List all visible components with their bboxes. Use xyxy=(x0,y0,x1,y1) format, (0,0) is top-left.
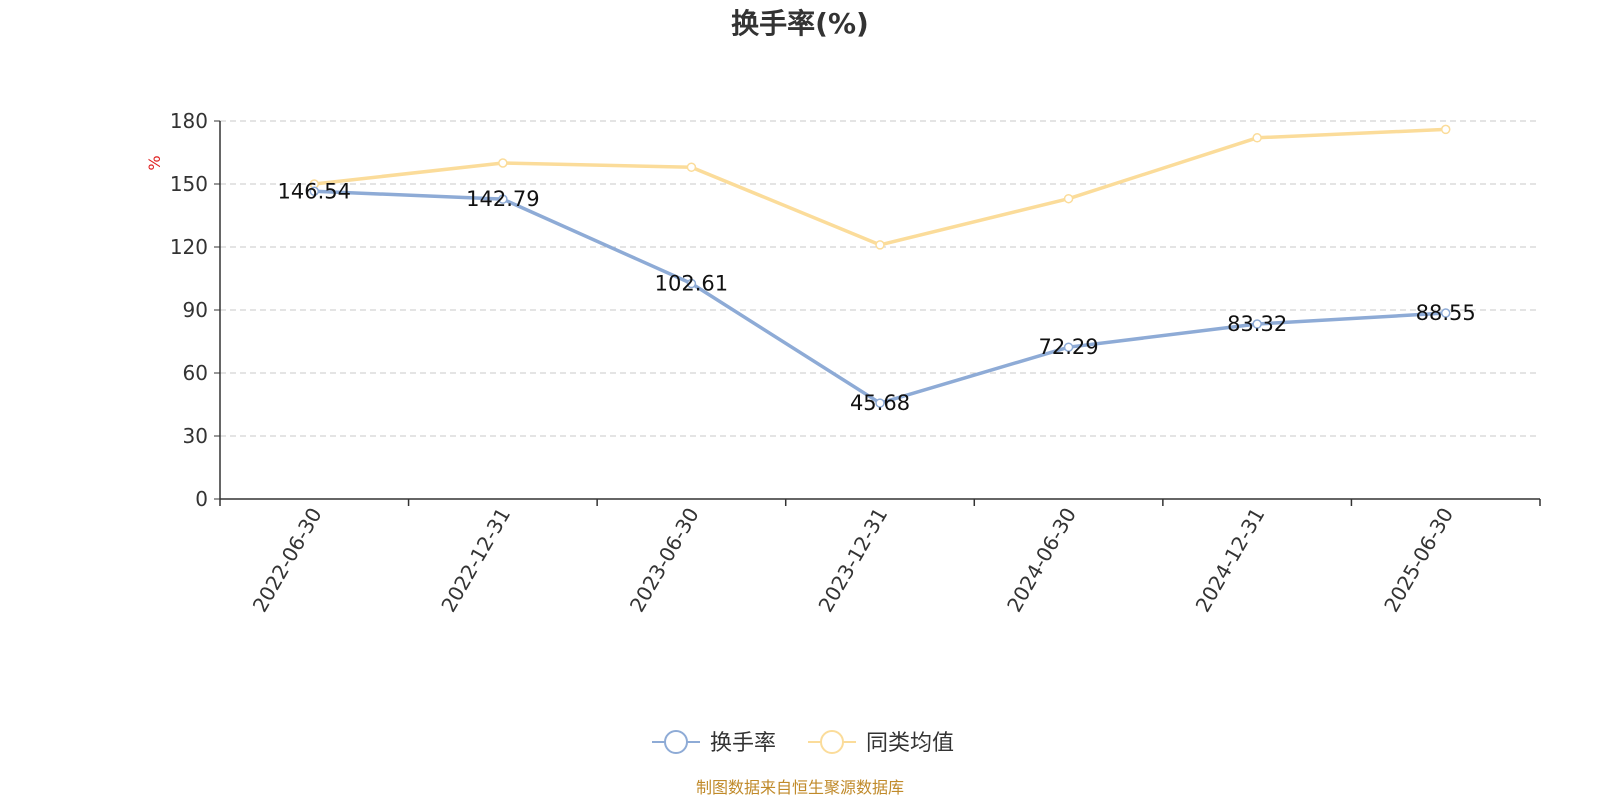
y-axis-unit-label: % xyxy=(145,155,164,170)
y-tick-label: 150 xyxy=(170,172,208,196)
legend[interactable]: 换手率 同类均值 xyxy=(652,730,954,756)
data-labels: 146.54 142.79 102.61 45.68 72.29 83.32 88.55 xyxy=(278,179,1476,415)
series-2-point xyxy=(875,240,885,250)
series-2-point xyxy=(1252,133,1262,143)
series-line-1 xyxy=(314,189,1446,405)
x-tick-label: 2024-12-31 xyxy=(1191,504,1270,617)
legend-marker-circle xyxy=(820,730,844,754)
series-1-point xyxy=(309,186,320,197)
y-tick-label: 30 xyxy=(183,424,208,448)
series-1-point xyxy=(1063,342,1074,352)
data-label: 83.32 xyxy=(1227,312,1287,336)
axes: 0 30 60 90 120 150 180 2022-06-30 2022-12-31 2023… xyxy=(170,109,1541,617)
x-tick-label: 2023-12-31 xyxy=(813,504,892,617)
series-2-point xyxy=(1440,124,1451,135)
series-1-point xyxy=(1440,308,1451,318)
legend-label: 换手率 xyxy=(710,731,776,756)
legend-label: 同类均值 xyxy=(866,731,954,756)
y-tick-label: 180 xyxy=(170,109,208,133)
data-label: 102.61 xyxy=(655,272,728,296)
legend-marker-circle xyxy=(664,730,688,754)
grid-lines xyxy=(220,120,1540,437)
data-label: 72.29 xyxy=(1039,335,1099,359)
x-tick-label: 2023-06-30 xyxy=(625,504,704,617)
x-tick-label: 2025-06-30 xyxy=(1379,504,1458,617)
series-2-point xyxy=(498,158,508,168)
data-label: 146.54 xyxy=(278,179,351,203)
x-tick-label: 2024-06-30 xyxy=(1002,504,1081,617)
chart-title: 换手率(%) xyxy=(731,7,869,40)
series-1-point xyxy=(875,398,885,408)
series-2-point xyxy=(686,162,697,172)
x-tick-label: 2022-06-30 xyxy=(248,504,327,617)
data-label: 88.55 xyxy=(1416,301,1476,325)
data-label: 142.79 xyxy=(466,187,539,211)
series-2-point xyxy=(1063,193,1074,204)
data-label: 45.68 xyxy=(850,391,910,415)
series-1-point xyxy=(686,278,697,289)
series-1-point xyxy=(1252,319,1262,329)
series-1-point xyxy=(498,194,508,204)
y-tick-label: 0 xyxy=(195,487,208,511)
y-tick-label: 60 xyxy=(183,361,208,385)
y-tick-label: 90 xyxy=(183,298,208,322)
x-tick-label: 2022-12-31 xyxy=(436,504,515,617)
source-note: 制图数据来自恒生聚源数据库 xyxy=(696,778,904,797)
y-tick-label: 120 xyxy=(170,235,208,259)
series-lines xyxy=(309,124,1451,408)
